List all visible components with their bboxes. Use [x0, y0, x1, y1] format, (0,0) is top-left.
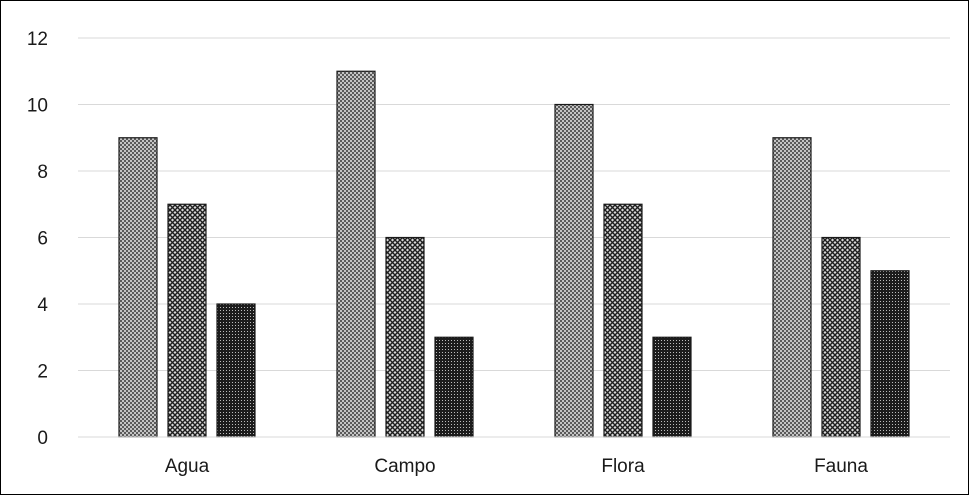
y-tick-label: 8: [37, 162, 48, 183]
y-axis-ticks: 0 2 4 6 8 10 12: [27, 29, 49, 449]
x-tick-label: Flora: [601, 456, 645, 477]
y-tick-label: 0: [37, 428, 48, 449]
y-tick-label: 10: [27, 96, 48, 117]
bar-flora-series-2: [603, 203, 643, 438]
x-tick-label: Agua: [165, 456, 210, 477]
bar-flora-series-3: [652, 336, 692, 438]
x-tick-label: Fauna: [814, 456, 868, 477]
y-tick-label: 4: [37, 295, 48, 316]
bar-campo-series-2: [385, 236, 425, 438]
gridlines: [78, 37, 950, 371]
y-tick-label: 2: [37, 362, 48, 383]
bar-agua-series-2: [167, 203, 207, 438]
bar-flora-series-1: [554, 103, 594, 438]
bar-agua-series-1: [118, 137, 158, 438]
bar-campo-series-3: [434, 336, 474, 438]
y-tick-label: 12: [27, 29, 48, 50]
bar-fauna-series-1: [772, 137, 812, 438]
bars: [118, 70, 910, 438]
x-axis-labels: Agua Campo Flora Fauna: [165, 456, 869, 477]
bar-agua-series-3: [216, 303, 256, 438]
bar-fauna-series-3: [870, 270, 910, 438]
x-tick-label: Campo: [374, 456, 435, 477]
bar-fauna-series-2: [821, 236, 861, 438]
y-tick-label: 6: [37, 229, 48, 250]
bar-campo-series-1: [336, 70, 376, 438]
